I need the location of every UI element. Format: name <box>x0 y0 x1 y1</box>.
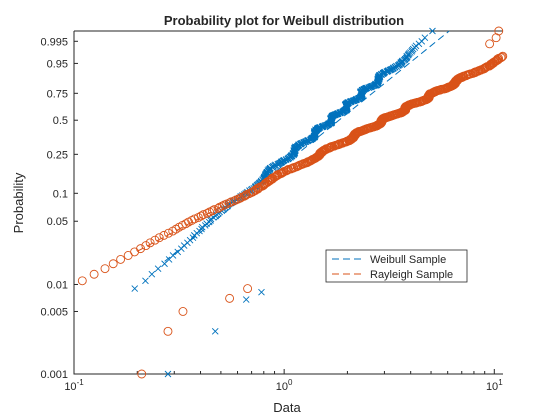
data-point <box>246 188 256 198</box>
y-axis-label: Probability <box>11 172 26 233</box>
legend-label: Weibull Sample <box>370 254 446 266</box>
data-point <box>242 296 250 303</box>
x-axis-label: Data <box>273 400 301 415</box>
data-point <box>498 51 508 61</box>
series-weibull-sample <box>131 27 450 378</box>
data-point <box>131 285 139 292</box>
data-point <box>496 53 506 63</box>
data-point <box>137 369 147 379</box>
data-point <box>150 235 160 245</box>
data-point <box>494 26 504 36</box>
data-point <box>209 205 219 214</box>
data-point <box>154 233 164 243</box>
data-point <box>198 223 206 231</box>
fitted-line <box>164 30 450 262</box>
data-point <box>130 247 140 257</box>
y-tick-label: 0.25 <box>47 149 68 161</box>
data-point <box>108 259 118 269</box>
data-point <box>196 211 206 221</box>
y-tick-label: 0.05 <box>47 216 68 228</box>
y-tick-label: 0.75 <box>47 88 68 100</box>
data-point <box>258 288 265 296</box>
y-tick-label: 0.01 <box>47 279 68 291</box>
data-point <box>164 228 173 238</box>
data-point <box>178 307 188 316</box>
y-tick-label: 0.5 <box>53 115 68 127</box>
plot-area: 0.001 0.005 0.01 0.05 0.1 0.25 0.5 0.75 0.95 0.99… <box>40 26 508 393</box>
data-point <box>136 244 146 254</box>
data-point <box>77 276 87 286</box>
data-point <box>243 284 253 294</box>
data-point <box>280 156 288 164</box>
y-tick-label: 0.95 <box>47 58 68 70</box>
data-point <box>485 39 495 49</box>
data-point <box>100 264 110 274</box>
data-point <box>159 230 169 240</box>
legend: Weibull Sample Rayleigh Sample <box>325 249 468 283</box>
data-point <box>272 171 282 181</box>
data-point <box>412 42 420 50</box>
legend-box <box>325 249 468 283</box>
y-tick-label: 0.005 <box>40 306 68 318</box>
x-tick-label: 100 <box>276 378 293 393</box>
data-point <box>392 62 400 70</box>
data-point <box>154 265 162 272</box>
data-point <box>207 206 217 216</box>
data-point <box>421 34 429 42</box>
y-tick-label: 0.995 <box>40 36 68 48</box>
data-point <box>163 326 173 336</box>
data-point <box>429 27 436 35</box>
data-point <box>148 270 156 278</box>
axes-frame <box>73 31 503 375</box>
data-point <box>169 252 177 259</box>
data-point <box>198 210 208 220</box>
data-point <box>229 196 239 206</box>
data-point <box>145 238 155 248</box>
data-point <box>497 52 507 62</box>
data-point <box>211 328 219 335</box>
data-point <box>193 212 203 222</box>
data-point <box>142 277 149 285</box>
data-point <box>89 269 99 279</box>
x-tick-label: 101 <box>486 378 503 393</box>
data-point <box>217 201 227 211</box>
data-point <box>116 254 126 264</box>
chart-title: Probability plot for Weibull distributio… <box>164 13 404 28</box>
y-tick-label: 0.1 <box>53 188 68 200</box>
x-tick-label: 10-1 <box>64 378 84 393</box>
series-rayleigh-sample <box>77 26 508 379</box>
legend-label: Rayleigh Sample <box>370 269 453 281</box>
data-point <box>225 293 235 303</box>
data-point <box>202 208 212 218</box>
data-point <box>193 229 201 237</box>
y-tick-label: 0.001 <box>40 369 68 381</box>
data-point <box>164 370 172 378</box>
